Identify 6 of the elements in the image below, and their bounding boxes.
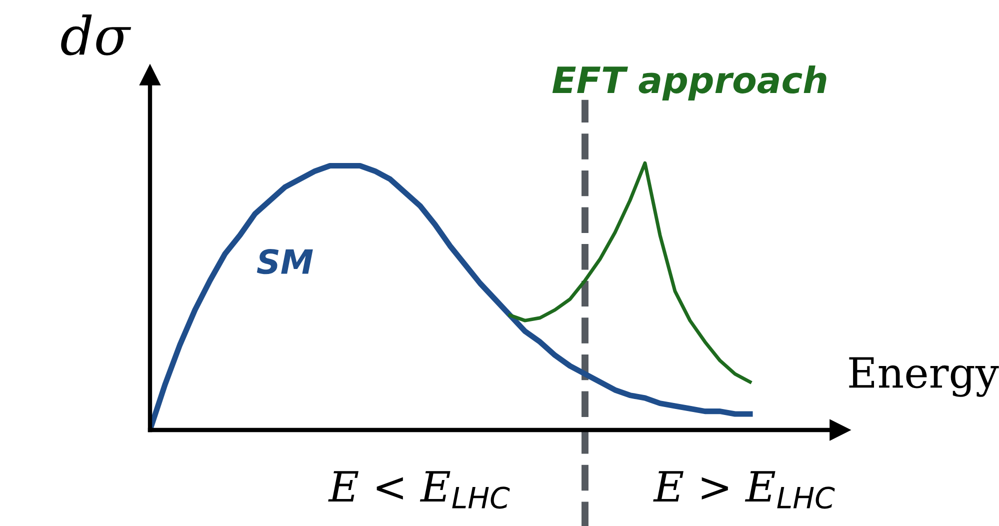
text: EFT approach [552, 66, 826, 100]
text: E > E$_{LHC}$ [653, 471, 835, 509]
y-axis-title: dσ [61, 14, 132, 56]
text: E < E$_{LHC}$ [328, 471, 510, 509]
series-label: SM [256, 248, 313, 274]
x-axis-title: Energy [849, 357, 999, 397]
